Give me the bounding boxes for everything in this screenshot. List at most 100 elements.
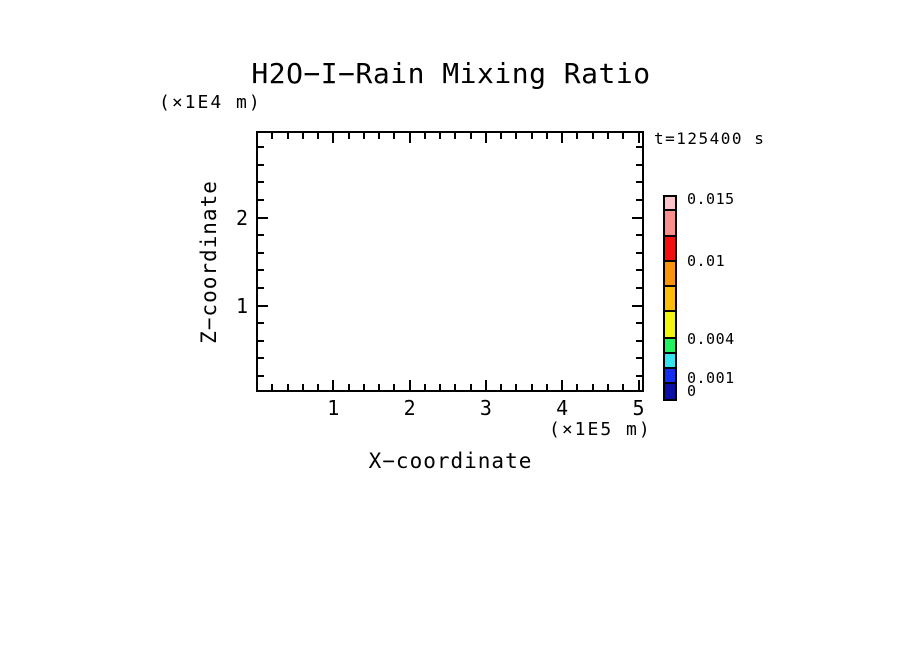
colorbar-tick-label: 0.01	[687, 252, 726, 270]
colorbar	[663, 195, 677, 401]
y-minor-tick	[258, 198, 264, 201]
z-axis-title: Z−coordinate	[197, 180, 221, 344]
y-tick-label: 2	[235, 205, 248, 230]
y-minor-tick	[636, 374, 642, 377]
y-minor-tick	[258, 374, 264, 377]
x-major-tick	[484, 380, 487, 390]
y-minor-tick	[258, 163, 264, 166]
x-minor-tick	[454, 384, 457, 390]
y-major-tick	[258, 304, 268, 307]
x-major-tick	[561, 380, 564, 390]
x-minor-tick	[362, 384, 365, 390]
x-minor-tick	[317, 384, 320, 390]
y-minor-tick	[258, 322, 264, 325]
x-minor-tick	[591, 384, 594, 390]
colorbar-tick-label: 0.001	[687, 369, 735, 387]
x-minor-tick	[362, 133, 365, 139]
x-tick-label: 2	[403, 396, 416, 420]
colorbar-segment-navy	[665, 384, 675, 399]
x-minor-tick	[286, 133, 289, 139]
x-minor-tick	[500, 133, 503, 139]
y-axis-unit-label: (×1E4 m)	[159, 92, 262, 113]
colorbar-segment-orange	[665, 262, 675, 287]
x-minor-tick	[423, 384, 426, 390]
x-minor-tick	[423, 133, 426, 139]
x-tick-label: 3	[479, 396, 492, 420]
x-minor-tick	[622, 384, 625, 390]
x-tick-label: 5	[632, 396, 645, 420]
x-minor-tick	[378, 384, 381, 390]
x-minor-tick	[347, 133, 350, 139]
y-minor-tick	[636, 357, 642, 360]
x-minor-tick	[622, 133, 625, 139]
x-minor-tick	[515, 384, 518, 390]
colorbar-segment-blue	[665, 369, 675, 384]
x-minor-tick	[591, 133, 594, 139]
y-minor-tick	[636, 339, 642, 342]
y-minor-tick	[258, 269, 264, 272]
y-minor-tick	[636, 198, 642, 201]
x-major-tick	[561, 133, 564, 143]
x-major-tick	[408, 380, 411, 390]
x-minor-tick	[439, 133, 442, 139]
x-minor-tick	[469, 384, 472, 390]
x-minor-tick	[286, 384, 289, 390]
y-minor-tick	[636, 269, 642, 272]
x-major-tick	[408, 133, 411, 143]
x-minor-tick	[530, 133, 533, 139]
x-minor-tick	[271, 384, 274, 390]
colorbar-tick-label: 0.015	[687, 190, 735, 208]
plot-area	[256, 131, 644, 392]
x-axis-title: X−coordinate	[368, 449, 533, 473]
x-minor-tick	[317, 133, 320, 139]
x-tick-label: 1	[327, 396, 340, 420]
colorbar-segment-salmon	[665, 211, 675, 237]
x-minor-tick	[545, 133, 548, 139]
x-major-tick	[484, 133, 487, 143]
x-minor-tick	[454, 133, 457, 139]
x-minor-tick	[530, 384, 533, 390]
colorbar-tick-label: 0	[687, 382, 697, 400]
colorbar-segment-cyan	[665, 354, 675, 369]
y-major-tick	[632, 216, 642, 219]
x-minor-tick	[515, 133, 518, 139]
x-minor-tick	[271, 133, 274, 139]
x-minor-tick	[576, 384, 579, 390]
colorbar-segment-green	[665, 339, 675, 354]
y-minor-tick	[258, 251, 264, 254]
y-major-tick	[258, 216, 268, 219]
colorbar-segment-light-pink	[665, 197, 675, 211]
x-minor-tick	[606, 133, 609, 139]
x-minor-tick	[347, 384, 350, 390]
plot-title: H2O−I−Rain Mixing Ratio	[251, 57, 651, 90]
x-minor-tick	[378, 133, 381, 139]
x-major-tick	[637, 133, 640, 143]
time-annotation: t=125400 s	[654, 129, 766, 148]
x-axis-unit-label: (×1E5 m)	[549, 419, 652, 440]
y-minor-tick	[258, 357, 264, 360]
y-minor-tick	[636, 146, 642, 149]
x-tick-label: 4	[556, 396, 569, 420]
x-minor-tick	[606, 384, 609, 390]
x-minor-tick	[500, 384, 503, 390]
y-minor-tick	[258, 286, 264, 289]
x-minor-tick	[393, 384, 396, 390]
colorbar-segment-yellow	[665, 312, 675, 339]
x-minor-tick	[393, 133, 396, 139]
y-tick-label: 1	[235, 293, 248, 318]
x-minor-tick	[439, 384, 442, 390]
x-minor-tick	[301, 384, 304, 390]
y-minor-tick	[258, 146, 264, 149]
colorbar-segment-red	[665, 237, 675, 262]
x-minor-tick	[469, 133, 472, 139]
y-minor-tick	[636, 322, 642, 325]
colorbar-segment-amber	[665, 287, 675, 312]
y-minor-tick	[258, 339, 264, 342]
y-minor-tick	[636, 251, 642, 254]
x-major-tick	[332, 133, 335, 143]
y-minor-tick	[636, 163, 642, 166]
x-minor-tick	[545, 384, 548, 390]
colorbar-tick-label: 0.004	[687, 330, 735, 348]
y-major-tick	[632, 304, 642, 307]
